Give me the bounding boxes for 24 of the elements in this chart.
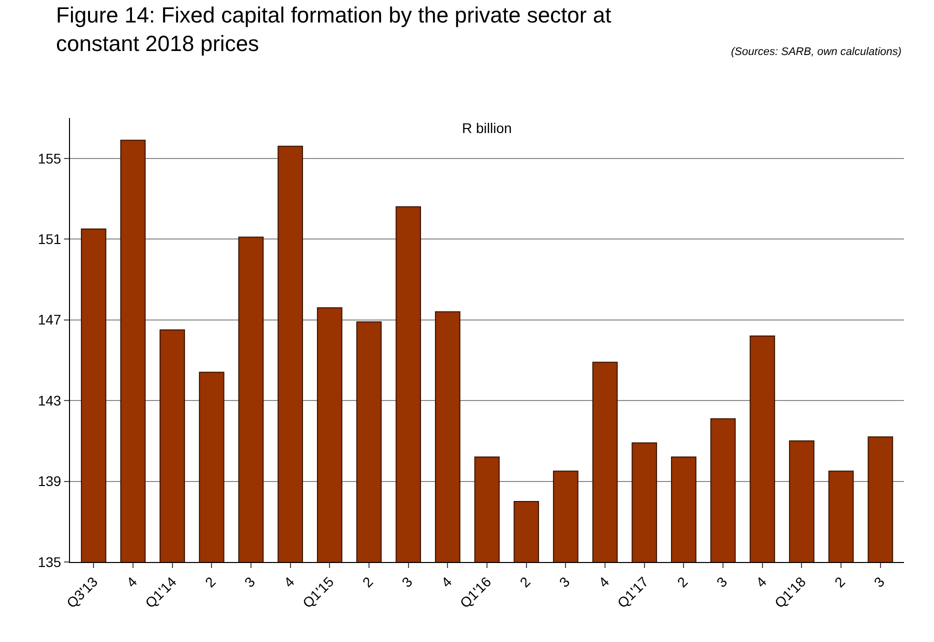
text: (Sources: SARB, own calculations) bbox=[731, 46, 902, 58]
x-tick-label: 4 bbox=[123, 573, 140, 590]
x-tick-label: 3 bbox=[713, 573, 730, 590]
x-tick-label: 3 bbox=[556, 573, 573, 590]
chart-title: Figure 14: Fixed capital formation by the private sector at constant 2018 prices bbox=[56, 2, 612, 56]
y-tick-label: 143 bbox=[38, 392, 62, 408]
x-tick-label: 2 bbox=[674, 573, 691, 590]
y-tick-label: 151 bbox=[38, 230, 62, 247]
x-tick-label: 4 bbox=[438, 573, 455, 590]
annotation: R billion bbox=[462, 120, 512, 136]
x-tick-label: 4 bbox=[280, 573, 298, 590]
x-tick-label: 4 bbox=[752, 573, 770, 590]
y-tick-label: 135 bbox=[38, 554, 62, 570]
y-tick-label: 139 bbox=[38, 473, 62, 490]
x-tick-label: 4 bbox=[595, 573, 612, 590]
x-tick-label: 2 bbox=[516, 573, 534, 590]
x-tick-label: 3 bbox=[398, 573, 416, 590]
y-tick-label: 147 bbox=[38, 312, 62, 328]
x-tick-label: 2 bbox=[202, 573, 219, 590]
x-tick-label: 2 bbox=[359, 573, 376, 590]
x-tick-label: 3 bbox=[241, 573, 258, 590]
y-tick-label: 155 bbox=[38, 150, 62, 166]
x-tick-label: 3 bbox=[870, 573, 888, 590]
x-tick-label: 2 bbox=[831, 573, 848, 590]
